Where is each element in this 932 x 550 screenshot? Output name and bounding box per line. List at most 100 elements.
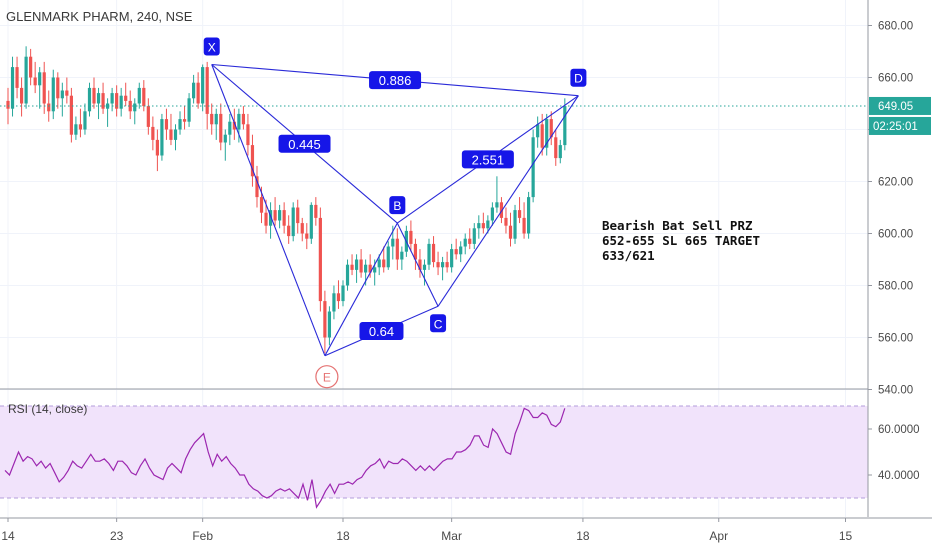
candle-body: [24, 56, 28, 104]
candle-body: [110, 93, 114, 104]
candle-body: [273, 210, 277, 221]
candle-body: [115, 93, 119, 109]
candle-body: [418, 259, 422, 270]
ratio-label: 0.886: [369, 71, 422, 90]
candle-body: [318, 217, 322, 302]
point-label-text: E: [323, 371, 331, 385]
candle-body: [255, 176, 259, 198]
pattern-leg-xe: [211, 64, 326, 356]
candle-body: [196, 82, 200, 104]
candle-body: [78, 124, 83, 130]
candle-body: [305, 233, 309, 239]
x-tick-label: 14: [1, 529, 15, 543]
pattern-point-d: D: [570, 68, 587, 87]
candle-body: [291, 207, 295, 237]
candle-body: [336, 293, 341, 302]
rsi-line: [4, 407, 566, 509]
candle-body: [554, 137, 558, 159]
candle-body: [359, 259, 363, 273]
candle-body: [92, 87, 96, 104]
trade-annotation: Bearish Bat Sell PRZ 652-655 SL 665 TARG…: [602, 218, 802, 263]
candle-body: [391, 238, 395, 247]
annotation-line-3: 633/621: [602, 248, 655, 263]
annotation-line-2: 652-655 SL 665 TARGET: [602, 233, 761, 248]
pattern-point-e: E: [315, 365, 339, 389]
point-label-box: [570, 68, 587, 87]
ratio-label-box: [369, 71, 422, 90]
candle-body: [427, 243, 431, 265]
x-tick-label: Apr: [709, 529, 728, 543]
candle-body: [341, 285, 345, 302]
y-tick-label: 580.00: [878, 281, 913, 293]
candle-body: [142, 87, 146, 107]
x-tick-label: 18: [336, 529, 350, 543]
candle-body: [29, 56, 33, 78]
y-tick-label: 540.00: [878, 385, 913, 397]
symbol-title: GLENMARK PHARM, 240, NSE: [6, 9, 193, 24]
candle-body: [468, 238, 472, 244]
candle-body: [463, 238, 467, 247]
candle-body: [19, 87, 24, 104]
candle-body: [490, 207, 494, 221]
candle-body: [259, 197, 264, 213]
ratio-label: 2.551: [461, 150, 514, 169]
candle-body: [219, 113, 223, 143]
candle-body: [128, 100, 132, 112]
rsi-y-tick-label: 60.0000: [878, 424, 920, 436]
point-label-box: [430, 314, 447, 333]
rsi-y-tick-label: 40.0000: [878, 470, 920, 482]
annotation-line-1: Bearish Bat Sell PRZ: [602, 218, 753, 233]
candle-body: [549, 119, 553, 138]
ratio-label-box: [359, 322, 404, 340]
candle-body: [327, 311, 332, 338]
candle-body: [350, 264, 354, 270]
candle-body: [87, 87, 92, 112]
point-label-text: C: [434, 317, 443, 331]
candle-body: [481, 223, 485, 229]
candle-body: [51, 77, 55, 112]
candle-body: [241, 113, 246, 125]
harmonic-pattern: 0.886 0.445 0.64 2.551 X E B C D: [203, 37, 587, 389]
candle-body: [264, 212, 268, 226]
candle-body: [436, 262, 440, 268]
y-tick-label: 680.00: [878, 21, 913, 33]
point-label-box: [203, 37, 220, 56]
point-label-text: D: [574, 72, 583, 86]
candle-body: [160, 119, 164, 156]
candle-body: [169, 129, 173, 140]
candle-body: [445, 262, 449, 268]
candle-body: [15, 67, 19, 88]
candle-body: [477, 223, 481, 229]
candle-body: [178, 119, 182, 130]
candle-body: [472, 228, 476, 244]
candle-body: [413, 243, 418, 260]
candle-body: [522, 217, 526, 234]
price-badge: [869, 96, 931, 115]
x-tick-label: 18: [576, 529, 590, 543]
candle-body: [495, 202, 499, 208]
candle-body: [124, 95, 128, 101]
ratio-label-box: [278, 134, 331, 153]
ratio-label-text: 0.64: [369, 324, 394, 339]
candle-body: [6, 100, 10, 109]
candle-body: [536, 124, 540, 138]
price-badge-text: 649.05: [878, 101, 913, 113]
candle-body: [345, 264, 350, 286]
countdown-badge: [869, 116, 931, 135]
candle-body: [83, 111, 87, 130]
countdown-badge-text: 02:25:01: [873, 121, 918, 133]
pattern-leg-cd: [437, 95, 579, 307]
candle-body: [137, 87, 141, 104]
candle-body: [133, 103, 137, 112]
candle-body: [42, 72, 46, 104]
candle-body: [278, 210, 282, 221]
x-tick-label: Feb: [192, 529, 213, 543]
ratio-label-text: 2.551: [472, 152, 505, 167]
point-label-circle: [315, 365, 339, 389]
candle-body: [517, 210, 522, 218]
candle-body: [164, 119, 169, 130]
candle-body: [377, 259, 381, 268]
